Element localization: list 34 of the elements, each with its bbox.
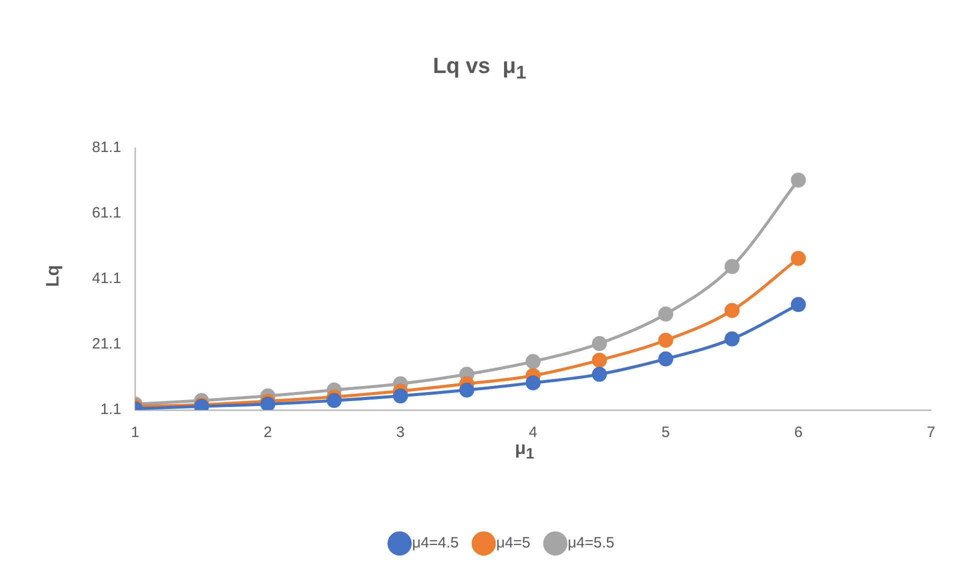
point xyxy=(790,172,806,188)
point xyxy=(658,306,674,322)
x-tick-label: 7 xyxy=(926,424,936,442)
point xyxy=(459,382,474,398)
point xyxy=(790,250,806,266)
x-tick-label: 3 xyxy=(396,424,405,442)
x-tick-label: 2 xyxy=(264,424,272,442)
point xyxy=(724,302,740,318)
point xyxy=(658,351,674,366)
y-tick-label: 41.1 xyxy=(92,270,122,288)
point xyxy=(790,297,806,312)
y-tick-label: 81.1 xyxy=(92,139,122,156)
x-tick-label: 1 xyxy=(131,424,140,442)
legend-label: μ4=5 xyxy=(496,534,530,552)
legend-label: μ4=5.5 xyxy=(568,534,614,552)
chart-title: Lq vs μ$_{1}$ xyxy=(432,53,528,84)
point xyxy=(592,366,607,382)
x-tick-label: 6 xyxy=(794,424,803,442)
point xyxy=(260,396,276,410)
y-axis-title: Lq xyxy=(42,265,64,287)
point xyxy=(658,332,674,348)
point xyxy=(724,331,740,346)
x-tick-label: 5 xyxy=(662,424,670,442)
y-tick-label: 61.1 xyxy=(92,204,122,222)
point xyxy=(326,393,342,408)
legend-label: μ4=4.5 xyxy=(412,534,459,552)
y-tick-label: 21.1 xyxy=(92,336,122,353)
point xyxy=(392,388,408,404)
point xyxy=(592,336,607,352)
point xyxy=(592,352,607,368)
point xyxy=(526,375,541,390)
y-tick-label: 1.1 xyxy=(100,401,122,418)
point xyxy=(526,354,541,370)
point xyxy=(724,259,740,274)
